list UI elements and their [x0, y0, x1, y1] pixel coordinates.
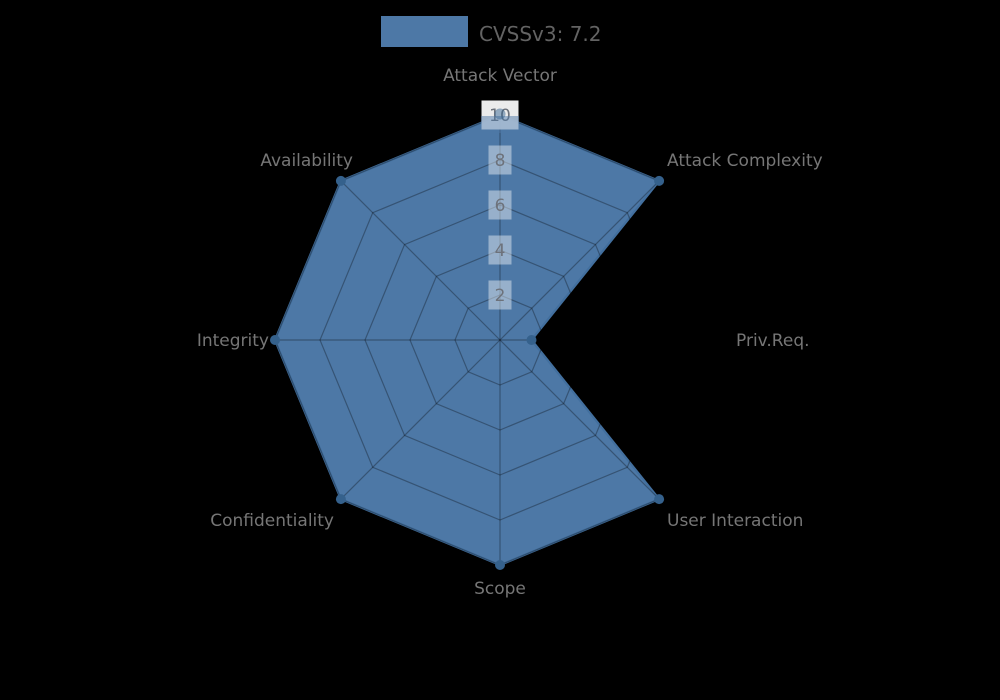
- tick-box: [488, 280, 512, 310]
- tick-label: 8: [495, 151, 506, 171]
- tick-label: 2: [495, 286, 506, 306]
- vertex-marker: [654, 494, 665, 505]
- vertex-marker: [494, 108, 506, 120]
- legend-label: CVSSv3: 7.2: [479, 22, 602, 46]
- grid-ring: [319, 159, 681, 521]
- grid-ring: [364, 204, 636, 476]
- grid-spoke: [499, 180, 660, 341]
- chart-legend: CVSSv3: 7.2: [381, 16, 602, 47]
- grid-spoke: [340, 180, 501, 341]
- vertex-marker: [335, 494, 346, 505]
- axis-label-scope: Scope: [474, 579, 526, 599]
- grid-spoke: [499, 339, 660, 500]
- tick-label: 6: [495, 196, 506, 216]
- vertex-marker: [654, 175, 665, 186]
- tick-label: 4: [495, 241, 506, 261]
- vertex-marker: [526, 335, 537, 345]
- vertex-marker: [495, 560, 505, 570]
- grid-spoke: [340, 339, 501, 500]
- tick-box: [488, 145, 512, 175]
- axis-label-availability: Availability: [260, 151, 353, 171]
- vertex-marker: [270, 335, 280, 345]
- axis-label-attack-vector: Attack Vector: [443, 66, 557, 86]
- grid-ring: [409, 249, 591, 431]
- grid-ring: [454, 294, 546, 386]
- legend-swatch: [381, 16, 468, 47]
- axis-label-priv-req: Priv.Req.: [736, 331, 810, 351]
- axis-label-user-interaction: User Interaction: [667, 511, 803, 531]
- axis-labels: Attack Vector Attack Complexity Priv.Req…: [197, 66, 823, 599]
- vertex-marker: [335, 175, 346, 186]
- tick-box: [488, 235, 512, 265]
- tick-overlay-band: [481, 116, 519, 133]
- radar-plot-area: 246810: [270, 100, 726, 570]
- tick-box: [488, 190, 512, 220]
- axis-label-integrity: Integrity: [197, 331, 269, 351]
- axis-label-confidentiality: Confidentiality: [210, 511, 334, 531]
- axis-label-attack-complexity: Attack Complexity: [667, 151, 823, 171]
